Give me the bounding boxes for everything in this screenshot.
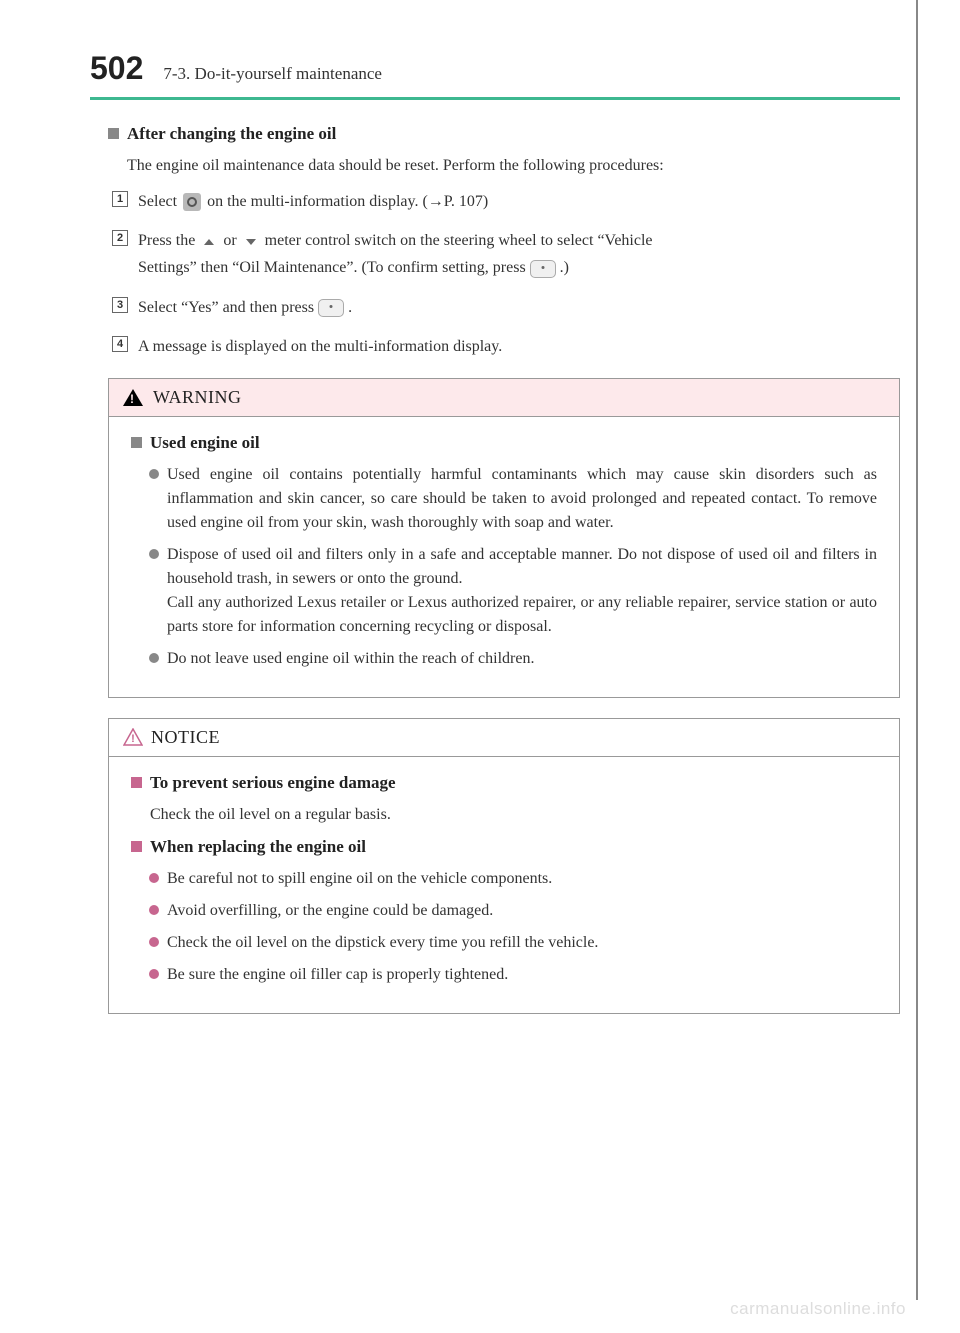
page-number: 502: [90, 50, 143, 87]
bullet-text: Check the oil level on the dipstick ever…: [167, 931, 598, 955]
watermark: carmanualsonline.info: [730, 1299, 906, 1319]
step-number-box: 4: [112, 336, 128, 352]
step-text: Select on the multi-information display.…: [138, 188, 900, 215]
warning-heading: Used engine oil: [150, 433, 260, 453]
bullet-text: Dispose of used oil and filters only in …: [167, 543, 877, 639]
round-bullet-icon: [149, 937, 159, 947]
main-heading: After changing the engine oil: [127, 124, 336, 144]
notice-heading-2-row: When replacing the engine oil: [131, 837, 877, 857]
page-header: 502 7-3. Do-it-yourself maintenance: [90, 50, 900, 87]
notice-content: To prevent serious engine damage Check t…: [109, 757, 899, 1013]
chevron-up-icon: [201, 235, 217, 249]
notice-header: ! NOTICE: [109, 719, 899, 757]
notice-body-1: Check the oil level on a regular basis.: [131, 803, 877, 827]
round-bullet-icon: [149, 469, 159, 479]
step3-before: Select “Yes” and then press: [138, 299, 318, 316]
bullet-text: Be sure the engine oil filler cap is pro…: [167, 963, 508, 987]
warning-bullet-3: Do not leave used engine oil within the …: [131, 647, 877, 671]
step-2: 2 Press the or meter control switch on t…: [108, 227, 900, 281]
bullet-text: Used engine oil contains potentially har…: [167, 463, 877, 535]
warning-triangle-icon: [123, 389, 143, 406]
step-text: Press the or meter control switch on the…: [138, 227, 900, 281]
header-accent-line: [90, 97, 900, 100]
step-number-box: 2: [112, 230, 128, 246]
main-content: After changing the engine oil The engine…: [90, 124, 900, 1014]
step-number-box: 1: [112, 191, 128, 207]
step-text: Select “Yes” and then press .: [138, 294, 900, 321]
step3-after: .: [344, 299, 352, 316]
round-bullet-icon: [149, 969, 159, 979]
notice-heading-1: To prevent serious engine damage: [150, 773, 396, 793]
step2-l2-after: .): [556, 259, 569, 276]
step-4: 4 A message is displayed on the multi-in…: [108, 333, 900, 360]
square-bullet-icon: [131, 777, 142, 788]
section-title: 7-3. Do-it-yourself maintenance: [163, 64, 382, 84]
warning-bullet-2: Dispose of used oil and filters only in …: [131, 543, 877, 639]
notice-title: NOTICE: [151, 727, 220, 748]
warning-header: WARNING: [109, 379, 899, 417]
gear-icon: [183, 193, 201, 211]
notice-heading-2: When replacing the engine oil: [150, 837, 366, 857]
round-bullet-icon: [149, 905, 159, 915]
step2-l1-mid: or: [219, 232, 240, 249]
step-3: 3 Select “Yes” and then press .: [108, 294, 900, 321]
round-bullet-icon: [149, 653, 159, 663]
bullet-text: Be careful not to spill engine oil on th…: [167, 867, 552, 891]
square-bullet-icon: [131, 841, 142, 852]
main-intro: The engine oil maintenance data should b…: [108, 154, 900, 178]
step2-l1-before: Press the: [138, 232, 199, 249]
warning-title: WARNING: [153, 387, 242, 408]
notice-box: ! NOTICE To prevent serious engine damag…: [108, 718, 900, 1014]
notice-heading-1-row: To prevent serious engine damage: [131, 773, 877, 793]
round-bullet-icon: [149, 873, 159, 883]
step2-l2-before: Settings” then “Oil Maintenance”. (To co…: [138, 259, 530, 276]
step-number-box: 3: [112, 297, 128, 313]
warning-box: WARNING Used engine oil Used engine oil …: [108, 378, 900, 698]
step-text: A message is displayed on the multi-info…: [138, 333, 900, 360]
ok-button-icon: [530, 260, 556, 278]
step-text-after: on the multi-information display. (→P. 1…: [203, 193, 488, 210]
notice-triangle-icon: !: [123, 728, 141, 746]
warning-bullet-1: Used engine oil contains potentially har…: [131, 463, 877, 535]
square-bullet-icon: [131, 437, 142, 448]
bullet-text: Avoid overfilling, or the engine could b…: [167, 899, 493, 923]
step-text-before: Select: [138, 193, 181, 210]
notice-bullet-2: Avoid overfilling, or the engine could b…: [131, 899, 877, 923]
step-1: 1 Select on the multi-information displa…: [108, 188, 900, 215]
notice-bullet-1: Be careful not to spill engine oil on th…: [131, 867, 877, 891]
svg-text:!: !: [131, 733, 135, 745]
bullet-text: Do not leave used engine oil within the …: [167, 647, 534, 671]
chevron-down-icon: [243, 235, 259, 249]
page-container: 502 7-3. Do-it-yourself maintenance Afte…: [0, 0, 960, 1074]
warning-content: Used engine oil Used engine oil contains…: [109, 417, 899, 697]
round-bullet-icon: [149, 549, 159, 559]
step2-l1-after: meter control switch on the steering whe…: [261, 232, 653, 249]
ok-button-icon: [318, 299, 344, 317]
notice-bullet-3: Check the oil level on the dipstick ever…: [131, 931, 877, 955]
warning-heading-row: Used engine oil: [131, 433, 877, 453]
square-bullet-icon: [108, 128, 119, 139]
notice-bullet-4: Be sure the engine oil filler cap is pro…: [131, 963, 877, 987]
main-heading-row: After changing the engine oil: [108, 124, 900, 144]
